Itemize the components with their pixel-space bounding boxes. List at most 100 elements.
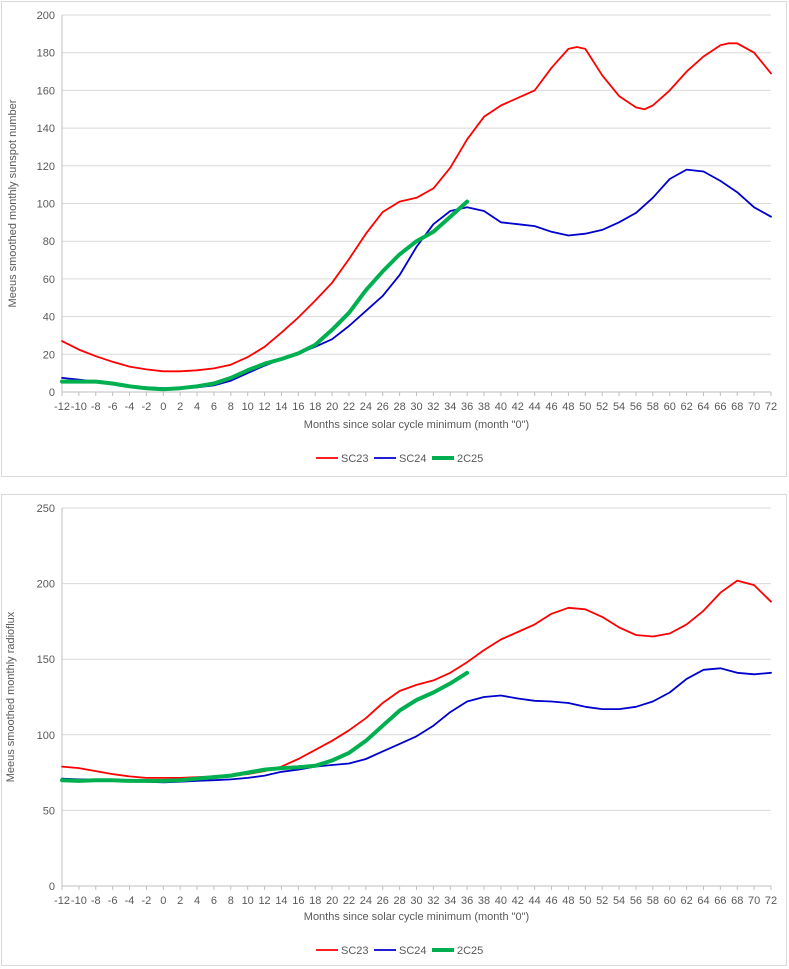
- x-tick-label: 2: [177, 895, 183, 907]
- legend-label-sc24: SC24: [399, 945, 427, 957]
- x-tick-label: 30: [410, 401, 422, 413]
- x-tick-label: 16: [292, 895, 304, 907]
- x-tick-label: 40: [495, 895, 507, 907]
- x-tick-label: -4: [125, 895, 135, 907]
- legend-label-sc24: SC24: [399, 453, 427, 465]
- x-tick-label: 36: [461, 895, 473, 907]
- legend-label-sc23: SC23: [341, 945, 369, 957]
- x-tick-label: 10: [242, 895, 254, 907]
- x-tick-label: 32: [427, 895, 439, 907]
- legend-label-sc23: SC23: [341, 453, 369, 465]
- x-tick-label: 52: [596, 401, 608, 413]
- series-line-sc23: [61, 42, 772, 373]
- x-tick-label: 66: [714, 895, 726, 907]
- x-tick-label: -8: [91, 401, 101, 413]
- x-tick-label: 38: [478, 401, 490, 413]
- y-tick-label: 140: [37, 123, 55, 135]
- x-tick-label: 0: [160, 895, 166, 907]
- y-tick-label: 100: [37, 199, 55, 211]
- radioflux-chart-panel: 0 50 100 150 200 250 -12 -10 -8 -6 -4 -2 0 2 4 6 8 10 12 14…: [1, 494, 787, 966]
- x-tick-label: 26: [377, 895, 389, 907]
- x-tick-label: 54: [613, 401, 625, 413]
- x-tick-label: 50: [579, 401, 591, 413]
- x-tick-label: 22: [343, 401, 355, 413]
- x-tick-label: 62: [680, 401, 692, 413]
- x-tick-label: 18: [309, 401, 321, 413]
- x-tick-label: 10: [242, 401, 254, 413]
- x-tick-label: 4: [194, 895, 200, 907]
- x-tick-label: -12: [54, 895, 70, 907]
- y-tick-label: 160: [37, 85, 55, 97]
- x-tick-label: 38: [478, 895, 490, 907]
- x-tick-label: 54: [613, 895, 625, 907]
- x-tick-label: 24: [360, 895, 372, 907]
- x-tick-label: 52: [596, 895, 608, 907]
- x-tick-label: 60: [664, 401, 676, 413]
- x-tick-label: -6: [108, 401, 118, 413]
- x-tick-label: 32: [427, 401, 439, 413]
- x-tick-label: -2: [142, 401, 152, 413]
- y-axis-title: Meeus smoothed monthly radioflux: [5, 611, 17, 782]
- x-tick-label: 58: [647, 401, 659, 413]
- x-tick-label: 14: [275, 401, 287, 413]
- x-tick-label: 62: [680, 895, 692, 907]
- x-tick-label: 22: [343, 895, 355, 907]
- x-tick-label: 70: [748, 895, 760, 907]
- x-tick-label: -6: [108, 895, 118, 907]
- x-tick-label: 72: [765, 401, 777, 413]
- x-tick-label: 20: [326, 895, 338, 907]
- x-tick-label: 44: [529, 895, 541, 907]
- x-tick-label: 70: [748, 401, 760, 413]
- y-axis-title: Meeus smoothed monthly sunspot number: [7, 99, 19, 307]
- x-tick-label: -8: [91, 895, 101, 907]
- legend-label-2c25: 2C25: [457, 945, 483, 957]
- x-tick-label: 36: [461, 401, 473, 413]
- x-tick-label: -10: [71, 401, 87, 413]
- x-tick-label: 40: [495, 401, 507, 413]
- x-tick-label: 48: [562, 401, 574, 413]
- x-tick-label: 68: [731, 401, 743, 413]
- x-tick-label: 44: [529, 401, 541, 413]
- y-tick-label: 40: [43, 312, 55, 324]
- y-tick-label: 80: [43, 236, 55, 248]
- y-tick-label: 250: [37, 503, 55, 515]
- x-tick-label: 72: [765, 895, 777, 907]
- legend-label-2c25: 2C25: [457, 453, 483, 465]
- x-tick-label: 64: [697, 401, 709, 413]
- x-tick-label: 28: [393, 895, 405, 907]
- x-tick-label: 12: [258, 895, 270, 907]
- x-tick-label: 24: [360, 401, 372, 413]
- x-tick-label: 64: [697, 895, 709, 907]
- y-tick-label: 0: [49, 881, 55, 893]
- x-tick-label: 46: [545, 895, 557, 907]
- x-tick-label: -12: [54, 401, 70, 413]
- x-tick-label: -10: [71, 895, 87, 907]
- x-tick-label: 18: [309, 895, 321, 907]
- x-tick-label: 34: [444, 401, 456, 413]
- x-axis-title: Months since solar cycle minimum (month …: [304, 911, 529, 923]
- x-tick-label: 14: [275, 895, 287, 907]
- x-tick-label: 4: [194, 401, 200, 413]
- x-tick-label: 6: [211, 401, 217, 413]
- y-tick-label: 150: [37, 654, 55, 666]
- x-tick-label: 30: [410, 895, 422, 907]
- x-tick-label: 50: [579, 895, 591, 907]
- x-tick-label: 0: [160, 401, 166, 413]
- x-tick-label: -2: [142, 895, 152, 907]
- y-tick-label: 50: [43, 805, 55, 817]
- y-tick-label: 180: [37, 48, 55, 60]
- y-tick-label: 0: [49, 387, 55, 399]
- x-tick-label: 60: [664, 895, 676, 907]
- x-tick-label: 42: [512, 895, 524, 907]
- x-tick-label: 46: [545, 401, 557, 413]
- x-tick-label: 8: [228, 895, 234, 907]
- y-tick-label: 100: [37, 730, 55, 742]
- y-tick-label: 60: [43, 274, 55, 286]
- series-line-sc23: [61, 579, 772, 779]
- sunspot-chart-panel: 0 20 40 60 80 100 120 140 160 180 200 -12 -10 -8 -6 -4-…: [1, 1, 787, 477]
- x-tick-label: 8: [228, 401, 234, 413]
- x-tick-label: 28: [393, 401, 405, 413]
- y-tick-label: 200: [37, 10, 55, 22]
